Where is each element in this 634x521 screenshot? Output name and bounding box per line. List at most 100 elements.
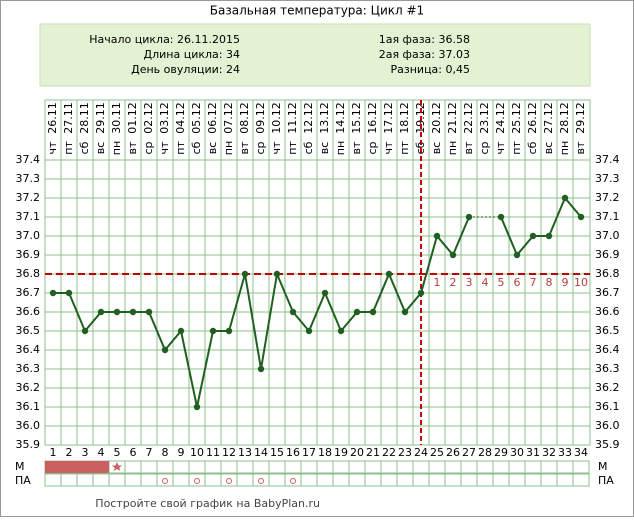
weekday-label: чт xyxy=(270,141,283,154)
phase2-label: 7 xyxy=(530,276,537,289)
phase2-label: 8 xyxy=(546,276,553,289)
x-tick-label: 31 xyxy=(526,446,540,459)
y2-tick-label: 37.1 xyxy=(595,210,620,223)
temp-point xyxy=(545,232,553,240)
y2-tick-label: 37.3 xyxy=(595,172,620,185)
info-right: Разница: 0,45 xyxy=(391,63,471,76)
temp-point xyxy=(49,289,57,297)
x-tick-label: 9 xyxy=(178,446,185,459)
date-label: 24.12 xyxy=(494,102,507,134)
y2-tick-label: 36.6 xyxy=(595,305,620,318)
phase2-label: 10 xyxy=(574,276,588,289)
date-label: 01.12 xyxy=(126,102,139,134)
phase2-label: 6 xyxy=(514,276,521,289)
y-tick-label: 36.6 xyxy=(16,305,41,318)
y2-tick-label: 36.3 xyxy=(595,362,620,375)
x-tick-label: 25 xyxy=(430,446,444,459)
date-label: 16.12 xyxy=(366,102,379,134)
weekday-label: сб xyxy=(190,141,203,154)
pa-mark xyxy=(162,478,168,484)
y2-tick-label: 36.1 xyxy=(595,400,620,413)
x-tick-label: 21 xyxy=(366,446,380,459)
date-label: 07.12 xyxy=(222,102,235,134)
y-tick-label: 36.3 xyxy=(16,362,41,375)
x-tick-label: 26 xyxy=(446,446,460,459)
pa-mark xyxy=(258,478,264,484)
y-tick-label: 36.8 xyxy=(16,267,41,280)
temp-point xyxy=(561,194,569,202)
y-tick-label: 36.1 xyxy=(16,400,41,413)
x-tick-label: 2 xyxy=(66,446,73,459)
temp-point xyxy=(209,327,217,335)
x-tick-label: 6 xyxy=(130,446,137,459)
temp-point xyxy=(529,232,537,240)
date-label: 11.12 xyxy=(286,102,299,134)
m-mark xyxy=(61,461,77,473)
weekday-label: пт xyxy=(510,141,523,155)
temp-point xyxy=(145,308,153,316)
y2-tick-label: 36.8 xyxy=(595,267,620,280)
weekday-label: вс xyxy=(430,142,443,155)
x-tick-label: 24 xyxy=(414,446,428,459)
date-label: 28.12 xyxy=(558,102,571,134)
weekday-label: чт xyxy=(382,141,395,154)
x-tick-label: 19 xyxy=(334,446,348,459)
temp-point xyxy=(113,308,121,316)
weekday-label: пн xyxy=(222,141,235,155)
x-tick-label: 4 xyxy=(98,446,105,459)
temp-point xyxy=(433,232,441,240)
m-mark xyxy=(93,461,109,473)
date-label: 26.11 xyxy=(46,102,59,134)
weekday-label: чт xyxy=(494,141,507,154)
pa-mark xyxy=(226,478,232,484)
date-label: 04.12 xyxy=(174,102,187,134)
date-label: 14.12 xyxy=(334,102,347,134)
weekday-label: пт xyxy=(286,141,299,155)
temp-point xyxy=(321,289,329,297)
temp-point xyxy=(401,308,409,316)
x-tick-label: 1 xyxy=(50,446,57,459)
temp-point xyxy=(225,327,233,335)
date-label: 27.11 xyxy=(62,102,75,134)
phase2-label: 9 xyxy=(562,276,569,289)
y-tick-label: 36.5 xyxy=(16,324,41,337)
date-label: 03.12 xyxy=(158,102,171,134)
date-label: 15.12 xyxy=(350,102,363,134)
y2-tick-label: 37.4 xyxy=(595,153,620,166)
x-tick-label: 3 xyxy=(82,446,89,459)
temp-point xyxy=(513,251,521,259)
m-mark xyxy=(45,461,61,473)
date-label: 28.11 xyxy=(78,102,91,134)
weekday-label: сб xyxy=(414,141,427,154)
phase2-label: 5 xyxy=(498,276,505,289)
x-tick-label: 20 xyxy=(350,446,364,459)
temp-point xyxy=(241,270,249,278)
weekday-label: пт xyxy=(174,141,187,155)
phase2-label: 3 xyxy=(466,276,473,289)
temp-point xyxy=(129,308,137,316)
y2-tick-label: 36.2 xyxy=(595,381,620,394)
m-star xyxy=(112,462,122,471)
weekday-label: вс xyxy=(94,142,107,155)
y-tick-label: 35.9 xyxy=(16,438,41,451)
weekday-label: вт xyxy=(462,141,475,154)
weekday-label: пн xyxy=(446,141,459,155)
x-tick-label: 13 xyxy=(238,446,252,459)
temp-point xyxy=(97,308,105,316)
weekday-label: вс xyxy=(542,142,555,155)
date-label: 08.12 xyxy=(238,102,251,134)
y2-tick-label: 36.0 xyxy=(595,419,620,432)
y-tick-label: 37.1 xyxy=(16,210,41,223)
row-label: М xyxy=(598,460,608,473)
temp-point xyxy=(289,308,297,316)
m-mark xyxy=(77,461,93,473)
weekday-label: чт xyxy=(46,141,59,154)
date-label: 21.12 xyxy=(446,102,459,134)
y-tick-label: 36.9 xyxy=(16,248,41,261)
temp-point xyxy=(449,251,457,259)
y-tick-label: 37.3 xyxy=(16,172,41,185)
y-tick-label: 36.7 xyxy=(16,286,41,299)
x-tick-label: 32 xyxy=(542,446,556,459)
weekday-label: сб xyxy=(78,141,91,154)
